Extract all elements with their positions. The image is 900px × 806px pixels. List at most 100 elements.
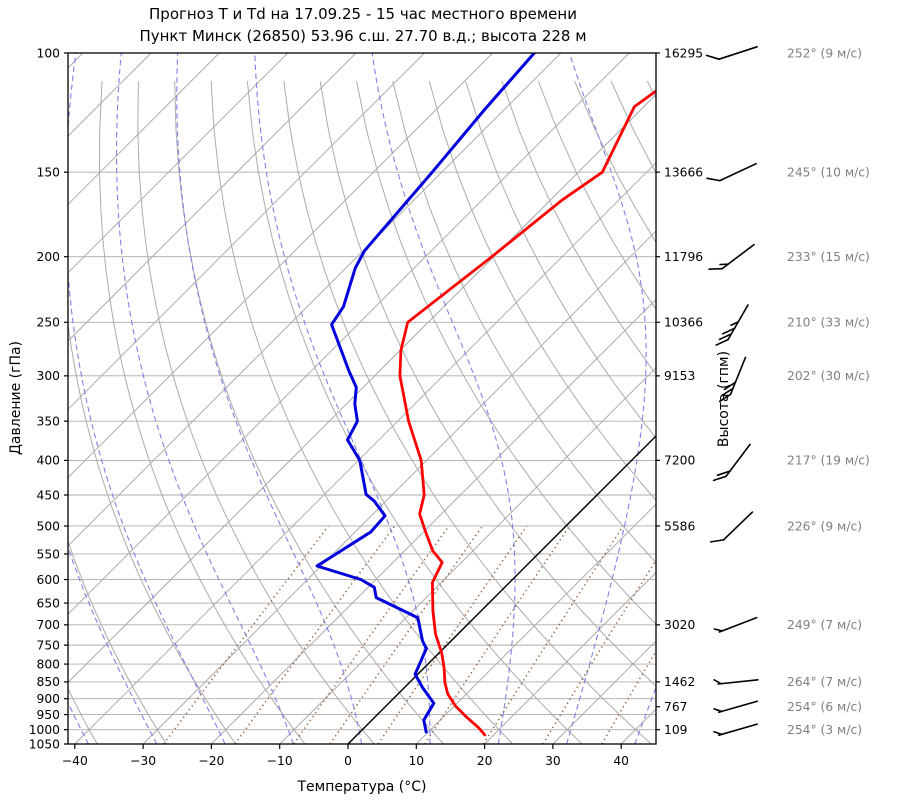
pressure-gridlines [68, 53, 656, 744]
plot-border [67, 52, 657, 745]
barb-feather-full [705, 54, 720, 60]
temperature-curve [398, 89, 656, 737]
dry-adiabat [319, 80, 656, 687]
temperature-tick-label: 10 [408, 754, 424, 768]
dry-adiabat [428, 80, 656, 502]
barb-feather-full [718, 393, 732, 403]
wind-speed-label: 254° (6 м/с) [787, 700, 862, 714]
moist-adiabats [68, 53, 656, 744]
pressure-tick-label: 750 [37, 638, 60, 652]
wind-barb [715, 304, 749, 346]
temperature-tick-label: −30 [130, 754, 156, 768]
pressure-tick-label: 1000 [29, 723, 60, 737]
temperature-tick-label: −40 [62, 754, 88, 768]
temperature-tick-label: 30 [545, 754, 561, 768]
isotherm [142, 230, 656, 744]
isotherm [620, 708, 656, 744]
height-label: 16295 [664, 46, 703, 60]
mixing-ratio-line [377, 525, 528, 744]
dry-adiabat [137, 80, 375, 744]
isotherm [68, 53, 630, 615]
mixing-ratio-line [293, 525, 450, 744]
dry-adiabat [610, 80, 656, 174]
dry-adiabat [283, 80, 652, 744]
pressure-tick-label: 700 [37, 618, 60, 632]
height-axis: 16295 13666 11796 10366 9153 7200 5586 3020 1462… [656, 46, 703, 737]
pressure-tick-label: 950 [37, 708, 60, 722]
wind-speed-label: 245° (10 м/с) [787, 165, 870, 179]
x-axis-label: Температура (°C) [297, 779, 427, 795]
pressure-tick-label: 1050 [29, 737, 60, 751]
profiles [315, 53, 656, 737]
mixing-ratio-line [424, 525, 571, 744]
height-label: 7200 [664, 454, 695, 468]
dry-adiabat [465, 80, 656, 439]
dry-adiabat [356, 80, 656, 626]
barb-feather-full [723, 381, 737, 391]
isotherm [68, 53, 493, 479]
moist-adiabat [68, 545, 158, 744]
dry-adiabat [246, 80, 583, 744]
pressure-tick-label: 150 [37, 165, 60, 179]
left-y-axis-label: Давление (гПа) [8, 340, 24, 456]
pressure-tick-label: 100 [37, 46, 60, 60]
barb-staff [722, 511, 754, 541]
dry-adiabat [646, 80, 656, 100]
wind-speed-label: 252° (9 м/с) [787, 46, 862, 60]
height-label: 11796 [664, 250, 703, 264]
barb-feather-full [716, 470, 731, 476]
barb-feather-full [712, 475, 727, 482]
wind-speed-label: 254° (3 м/с) [787, 723, 862, 737]
height-label: 13666 [664, 165, 703, 179]
dry-adiabat [68, 320, 237, 744]
height-label: 109 [664, 723, 687, 737]
wind-barb [706, 162, 757, 182]
mixing-ratio-line [162, 525, 329, 744]
barb-feather-full [709, 539, 725, 543]
mixing-ratio-line [482, 525, 624, 744]
dry-adiabat [68, 540, 167, 744]
wind-speed-label: 202° (30 м/с) [787, 369, 870, 383]
pressure-tick-label: 550 [37, 547, 60, 561]
pressure-tick-label: 650 [37, 596, 60, 610]
wind-barb [713, 700, 759, 714]
barb-staff [717, 679, 759, 685]
pressure-tick-label: 800 [37, 657, 60, 671]
dry-adiabat [174, 80, 444, 744]
height-label: 10366 [664, 316, 703, 330]
isotherm [68, 53, 220, 206]
moist-adiabat [115, 53, 294, 744]
temperature-tick-label: 0 [344, 754, 352, 768]
barb-feather-full [706, 177, 721, 182]
barb-staff [721, 243, 755, 270]
mixing-ratio-lines [162, 525, 656, 744]
barb-staff [719, 162, 757, 182]
dry-adiabat [574, 80, 656, 244]
wind-barb [705, 46, 758, 60]
wind-barb [713, 679, 759, 685]
barb-feather-half [713, 628, 723, 632]
wind-barbs [705, 46, 759, 736]
isotherm [211, 298, 656, 744]
barb-feather-half [713, 730, 723, 736]
moist-adiabat [634, 686, 656, 744]
height-label: 5586 [664, 519, 695, 533]
barb-staff [718, 616, 758, 633]
dewpoint-curve [315, 53, 536, 734]
height-label: 767 [664, 700, 687, 714]
wind-speed-label: 210° (33 м/с) [787, 316, 870, 330]
wind-barb [708, 243, 755, 270]
moist-adiabat [371, 53, 516, 744]
wind-speed-label: 217° (19 м/с) [787, 454, 870, 468]
wind-speed-label: 264° (7 м/с) [787, 675, 862, 689]
mixing-ratio-line [329, 525, 484, 744]
moist-adiabat [176, 53, 363, 744]
wind-barb [709, 511, 754, 543]
temperature-tick-label: 20 [477, 754, 493, 768]
isotherm [279, 366, 656, 744]
wind-speed-label: 226° (9 м/с) [787, 519, 862, 533]
dry-adiabat [392, 80, 656, 564]
isotherm [68, 53, 425, 411]
